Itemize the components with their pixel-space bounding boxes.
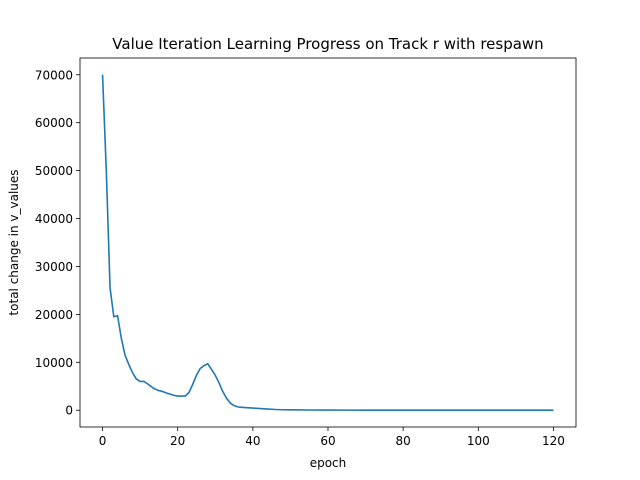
x-tick-label: 100: [467, 434, 490, 448]
y-tick-label: 20000: [35, 308, 73, 322]
x-tick-label: 20: [170, 434, 185, 448]
y-tick-label: 50000: [35, 164, 73, 178]
y-axis-label: total change in v_values: [7, 169, 21, 315]
series-line-0: [101, 74, 554, 412]
y-tick-label: 70000: [35, 68, 73, 82]
chart-title: Value Iteration Learning Progress on Tra…: [112, 35, 543, 53]
x-tick-label: 40: [245, 434, 260, 448]
y-tick-label: 30000: [35, 260, 73, 274]
y-tick-label: 60000: [35, 116, 73, 130]
x-axis-label: epoch: [310, 456, 347, 470]
x-tick-label: 120: [542, 434, 565, 448]
y-tick-label: 0: [65, 404, 73, 418]
y-tick-label: 10000: [35, 356, 73, 370]
plot-frame: [79, 57, 577, 428]
y-tick-label: 40000: [35, 212, 73, 226]
x-tick-label: 60: [320, 434, 335, 448]
x-tick-label: 80: [396, 434, 411, 448]
x-tick-label: 0: [99, 434, 107, 448]
